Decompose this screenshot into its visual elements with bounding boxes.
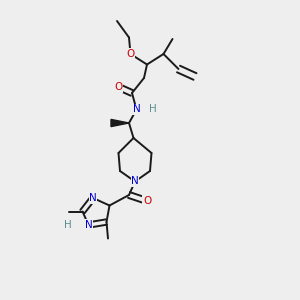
Text: N: N [85,220,92,230]
Text: N: N [131,176,139,187]
Text: O: O [126,49,135,59]
Text: H: H [64,220,71,230]
Polygon shape [111,119,129,127]
Text: O: O [143,196,151,206]
Text: H: H [149,104,157,115]
Text: N: N [133,104,140,115]
Text: O: O [114,82,123,92]
Text: N: N [89,193,97,203]
